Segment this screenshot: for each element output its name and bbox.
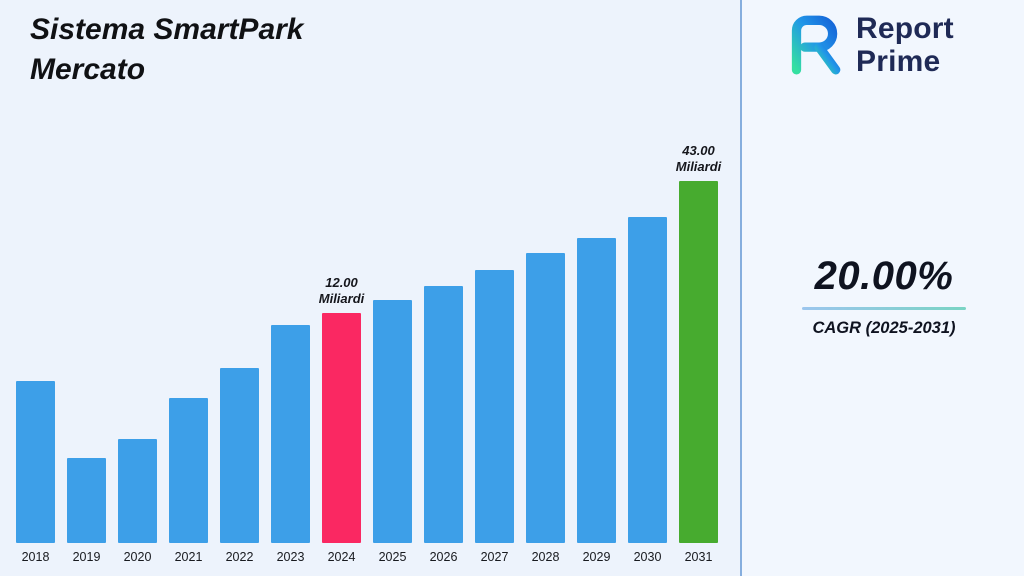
- right-panel: [740, 0, 1024, 576]
- bar-column-2024: 12.00 Miliardi 2024: [319, 275, 365, 565]
- x-tick-2020: 2020: [123, 550, 152, 564]
- bar-2020: [118, 439, 157, 543]
- bar-2025: [373, 300, 412, 543]
- report-prime-logo-icon: [780, 10, 846, 81]
- bar-column-2020: 2020: [118, 439, 157, 564]
- logo-word-report: Report: [856, 12, 954, 46]
- bar-2024: [322, 313, 361, 543]
- bar-column-2026: 2026: [424, 286, 463, 564]
- logo-word-prime: Prime: [856, 44, 941, 78]
- x-tick-2021: 2021: [174, 550, 203, 564]
- bar-annotation-2024: 12.00 Miliardi: [318, 274, 365, 306]
- x-tick-2031: 2031: [684, 550, 713, 564]
- bar-column-2019: 2019: [67, 458, 106, 564]
- bar-2021: [169, 398, 208, 543]
- bar-2031: [679, 181, 718, 543]
- x-tick-2019: 2019: [72, 550, 101, 564]
- bar-2027: [475, 270, 514, 543]
- x-tick-2029: 2029: [582, 550, 611, 564]
- bar-annotation-2031: 43.00 Miliardi: [675, 142, 722, 174]
- x-tick-2025: 2025: [378, 550, 407, 564]
- bar-chart: 2018 2019 2020 2021 2022 2023 12.00 Miliardi 20…: [16, 143, 722, 565]
- bar-column-2025: 2025: [373, 300, 412, 564]
- bar-column-2028: 2028: [526, 253, 565, 564]
- bar-column-2018: 2018: [16, 381, 55, 564]
- bar-2019: [67, 458, 106, 543]
- bar-column-2029: 2029: [577, 238, 616, 564]
- x-tick-2024: 2024: [327, 550, 356, 564]
- bar-2023: [271, 325, 310, 543]
- bar-2026: [424, 286, 463, 543]
- x-tick-2018: 2018: [21, 550, 50, 564]
- x-tick-2026: 2026: [429, 550, 458, 564]
- bar-column-2031: 43.00 Miliardi 2031: [676, 143, 722, 565]
- bar-column-2023: 2023: [271, 325, 310, 564]
- chart-title: Sistema SmartPark Mercato: [30, 13, 304, 86]
- bar-2018: [16, 381, 55, 543]
- bar-column-2030: 2030: [628, 217, 667, 564]
- bar-2029: [577, 238, 616, 543]
- bar-column-2021: 2021: [169, 398, 208, 564]
- x-tick-2022: 2022: [225, 550, 254, 564]
- cagr-underline: [802, 307, 966, 310]
- bar-2030: [628, 217, 667, 543]
- bar-column-2027: 2027: [475, 270, 514, 564]
- cagr-block: 20.00% CAGR (2025-2031): [802, 254, 966, 338]
- cagr-value: 20.00%: [814, 254, 954, 298]
- bar-2022: [220, 368, 259, 543]
- cagr-caption: CAGR (2025-2031): [812, 319, 956, 337]
- x-tick-2030: 2030: [633, 550, 662, 564]
- bar-column-2022: 2022: [220, 368, 259, 564]
- x-tick-2023: 2023: [276, 550, 305, 564]
- logo-wordmark: Report Prime: [856, 12, 954, 78]
- report-prime-logo: Report Prime: [780, 10, 954, 81]
- x-tick-2027: 2027: [480, 550, 509, 564]
- x-tick-2028: 2028: [531, 550, 560, 564]
- bar-2028: [526, 253, 565, 543]
